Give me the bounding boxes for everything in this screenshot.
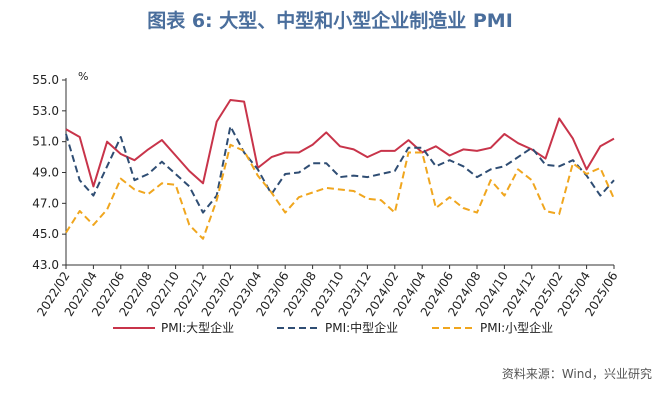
y-tick-label: 43.0	[32, 258, 59, 272]
y-tick-label: 49.0	[32, 166, 59, 180]
y-axis-unit-label: %	[78, 70, 88, 83]
series-line-small	[65, 143, 615, 240]
legend-label-small: PMI:小型企业	[480, 320, 553, 335]
chart-title: 图表 6: 大型、中型和小型企业制造业 PMI	[147, 10, 513, 32]
y-axis: 55.0 53.0 51.0 49.0 47.0 45.0 43.0	[32, 73, 67, 272]
y-tick-label: 45.0	[32, 227, 59, 241]
series-line-large	[65, 99, 615, 188]
legend: PMI:大型企业 PMI:中型企业 PMI:小型企业	[113, 320, 553, 335]
y-tick-label: 47.0	[32, 196, 59, 210]
x-axis: 2022/022022/042022/062022/082022/102022/…	[34, 264, 621, 319]
series-line-medium	[65, 125, 615, 214]
legend-label-large: PMI:大型企业	[161, 320, 234, 335]
y-tick-label: 53.0	[32, 104, 59, 118]
y-tick-label: 51.0	[32, 135, 59, 149]
legend-label-medium: PMI:中型企业	[325, 320, 398, 335]
source-note: 资料来源：Wind，兴业研究	[501, 367, 652, 381]
y-tick-label: 55.0	[32, 73, 59, 87]
series-lines	[65, 99, 615, 240]
